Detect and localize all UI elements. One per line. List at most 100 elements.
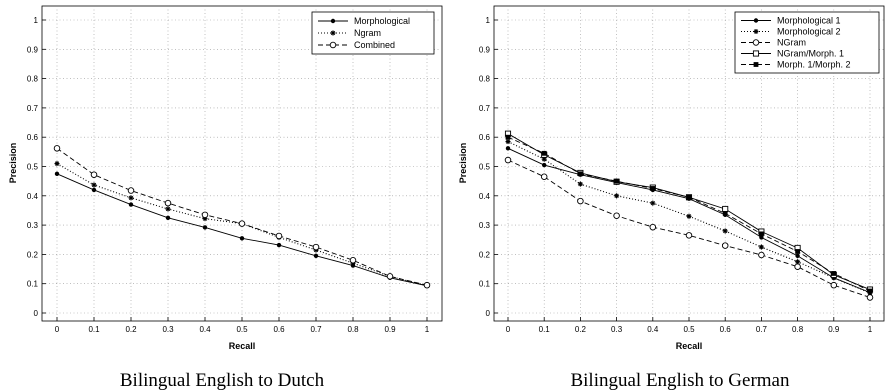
x-tick-label: 0.3 (162, 325, 174, 334)
legend-marker (753, 62, 759, 67)
legend-item: Morph. 1/Morph. 2 (741, 60, 851, 70)
data-point (613, 212, 620, 219)
legend-item: NGram (741, 38, 806, 48)
legend-label: Morphological (354, 16, 410, 26)
y-tick-label: 0 (34, 309, 39, 318)
x-tick-label: 0.4 (199, 325, 211, 334)
y-tick-label: 0.4 (479, 192, 491, 201)
x-tick-label: 0.4 (647, 325, 659, 334)
legend-marker (752, 39, 760, 46)
y-tick-label: 0.4 (27, 192, 39, 201)
data-point (276, 242, 282, 248)
legend-item: Morphological 1 (741, 16, 841, 26)
series-ngram (504, 156, 874, 301)
data-point (686, 194, 692, 200)
data-point (128, 195, 134, 201)
legend-item: NGram/Morph. 1 (741, 49, 844, 59)
chart-caption: Bilingual English to German (570, 370, 790, 391)
data-point (164, 199, 172, 207)
y-tick-label: 0.1 (479, 280, 491, 289)
data-point (685, 232, 693, 239)
x-tick-label: 0.9 (384, 325, 396, 334)
data-point (721, 242, 729, 249)
data-point (722, 205, 729, 213)
data-point (758, 251, 765, 259)
data-point (649, 223, 657, 231)
y-tick-label: 0.1 (27, 280, 39, 289)
data-point (275, 232, 283, 240)
legend-marker (753, 29, 759, 34)
y-tick-label: 0 (486, 309, 491, 318)
data-point (866, 294, 874, 301)
x-axis-label: Recall (676, 341, 703, 351)
series-combined (53, 145, 431, 289)
x-tick-label: 0.7 (310, 325, 322, 334)
chart-panel-dutch: 0 0.1 0.2 0.3 0.4 0.5 0.6 0.7 0.8 0.9 1 0 0.1 0.2 0.3 0… (8, 5, 443, 391)
x-axis-label: Recall (229, 341, 256, 351)
legend-item: Ngram (318, 28, 381, 38)
x-tick-label: 0.1 (88, 325, 100, 334)
legend-label: Morphological 1 (777, 16, 841, 26)
data-point (830, 281, 838, 289)
series-line (507, 141, 871, 294)
data-point (795, 259, 801, 265)
y-tick-label: 0.3 (27, 221, 39, 230)
data-point (686, 213, 692, 219)
legend-marker (329, 41, 337, 49)
data-point (614, 193, 620, 199)
data-point (53, 145, 61, 152)
series-line (507, 159, 871, 298)
data-point (794, 263, 801, 270)
data-point (540, 173, 548, 181)
y-tick-label: 1 (486, 16, 491, 25)
data-point (504, 156, 512, 164)
y-tick-label: 0.9 (479, 45, 491, 54)
data-point (578, 171, 583, 177)
legend-marker (330, 30, 336, 36)
data-point (165, 215, 171, 220)
x-tick-label: 0.3 (611, 325, 623, 334)
data-point (867, 288, 873, 294)
series-morphological (54, 171, 430, 288)
legend-label: NGram/Morph. 1 (777, 49, 844, 59)
data-point (165, 206, 171, 212)
data-point (91, 182, 97, 188)
x-tick-label: 1 (425, 325, 430, 334)
y-tick-label: 0.2 (479, 250, 491, 259)
legend-marker (752, 50, 760, 57)
x-tick-label: 0.5 (236, 325, 248, 334)
legend-marker (753, 18, 759, 23)
data-point (128, 202, 134, 207)
data-point (577, 181, 583, 187)
data-point (722, 210, 728, 216)
data-point (505, 134, 511, 140)
data-point (54, 171, 60, 177)
x-tick-label: 0.6 (720, 325, 732, 334)
x-tick-label: 0.2 (575, 325, 587, 334)
y-tick-label: 0.7 (27, 104, 39, 113)
y-axis-label: Precision (458, 143, 468, 184)
legend-label: Morph. 1/Morph. 2 (777, 60, 851, 70)
chart-panel-german: 0 0.1 0.2 0.3 0.4 0.5 0.6 0.7 0.8 0.9 1 0 0.1 0.2 0.3 0… (458, 5, 885, 391)
data-point (758, 244, 764, 250)
data-point (202, 225, 208, 230)
data-point (759, 231, 764, 237)
data-point (795, 249, 800, 254)
data-point (577, 197, 584, 205)
y-tick-label: 0.7 (479, 104, 491, 113)
y-tick-label: 0.5 (479, 163, 491, 172)
y-tick-label: 0.5 (27, 163, 39, 172)
data-point (614, 178, 619, 184)
x-tick-label: 0 (55, 325, 60, 334)
data-point (542, 162, 547, 168)
legend-marker (330, 18, 336, 24)
x-tick-label: 0.9 (828, 325, 840, 334)
legend-item: Morphological (318, 16, 410, 26)
x-tick-label: 0.5 (683, 325, 695, 334)
data-point (349, 257, 357, 264)
legend-label: NGram (777, 38, 806, 48)
x-tick-label: 0.8 (347, 325, 359, 334)
x-tick-label: 0.1 (539, 325, 551, 334)
data-point (759, 235, 764, 240)
